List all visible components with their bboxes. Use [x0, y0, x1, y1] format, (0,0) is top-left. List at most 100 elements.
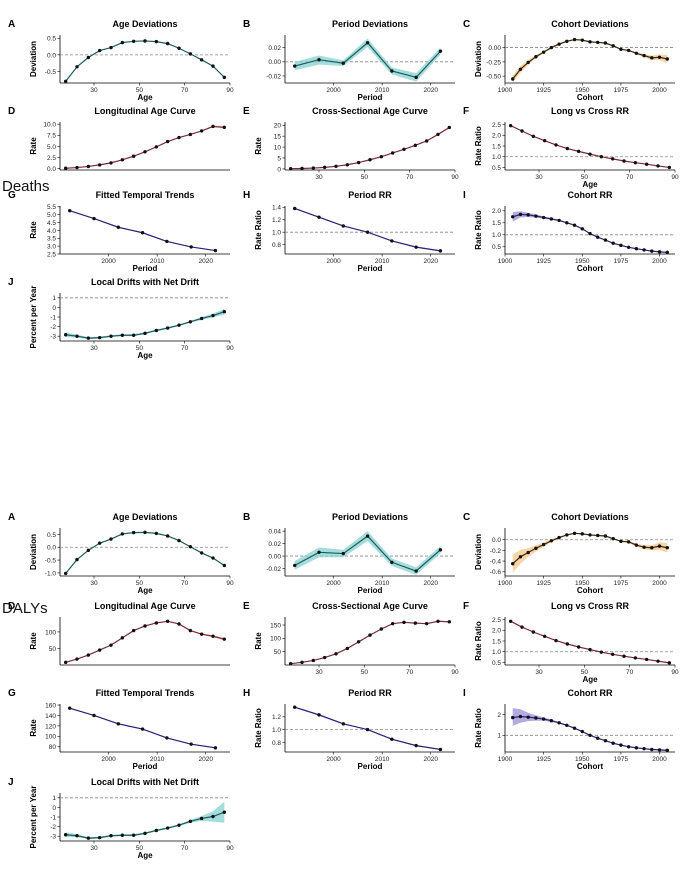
chart-dalys-h-y-tick-label: 0.8 — [272, 740, 281, 747]
chart-deaths-d-y-tick-label: 10.0 — [43, 122, 56, 129]
chart-dalys-b-title: Period Deviations — [332, 512, 408, 522]
chart-deaths-c-data-point — [518, 67, 523, 71]
chart-dalys-i-confidence-band — [512, 708, 668, 752]
chart-dalys-e-x-tick-label: 30 — [315, 669, 323, 676]
chart-dalys-e-data-point — [390, 621, 395, 626]
chart-dalys-c-data-point — [526, 550, 530, 555]
chart-dalys-i-data-point — [634, 746, 639, 750]
chart-dalys-a-data-point — [109, 537, 113, 541]
chart-deaths-f-data-point — [576, 149, 581, 154]
chart-dalys-e-x-tick-label: 70 — [406, 669, 414, 676]
chart-deaths-d-y-tick-label: 5.0 — [47, 144, 56, 151]
chart-dalys-f-data-point — [633, 656, 638, 660]
chart-deaths-i-x-tick-label: 1925 — [536, 258, 551, 265]
chart-dalys-f-y-tick-label: 2.5 — [492, 617, 501, 624]
chart-dalys-i-data-point — [541, 717, 546, 721]
chart-dalys-b-data-point — [414, 569, 418, 573]
chart-deaths-e-confidence-band — [290, 126, 450, 169]
chart-deaths-e-data-point — [436, 132, 440, 137]
chart-dalys-c-data-point — [511, 562, 515, 566]
chart-deaths-e-data-point — [288, 166, 293, 171]
chart-deaths-f-data-point — [531, 134, 536, 139]
chart-dalys-c-data-point — [611, 536, 615, 541]
chart-dalys-h-data-point — [390, 737, 394, 741]
chart-deaths-a-data-point — [143, 39, 147, 43]
chart-dalys-d-data-point — [154, 621, 159, 625]
chart-dalys-b-data-point — [293, 563, 297, 568]
chart-deaths-i-data-point — [511, 215, 515, 219]
chart-deaths-c-x-tick-label: 2000 — [652, 87, 667, 94]
chart-deaths-i-x-tick-label: 1975 — [614, 258, 629, 265]
chart-deaths-g-panel-letter: G — [8, 190, 16, 201]
chart-deaths-j-x-tick-label: 30 — [90, 345, 98, 352]
chart-dalys-a-x-tick-label: 50 — [136, 580, 144, 587]
chart-dalys-c-y-tick-label: 0.0 — [492, 537, 501, 544]
chart-dalys-f-x-tick-label: 70 — [626, 669, 634, 676]
chart-deaths-h-data-point — [317, 215, 321, 219]
chart-deaths-c-data-point — [511, 77, 515, 81]
chart-dalys-i-title: Cohort RR — [568, 688, 613, 698]
chart-dalys-g-x-tick-label: 2010 — [150, 756, 165, 763]
chart-deaths-d-data-point — [188, 132, 193, 137]
chart-deaths-i-data-point — [657, 250, 662, 254]
chart-deaths-d-data-point — [86, 164, 91, 169]
chart-deaths-i-x-tick-label: 1900 — [498, 258, 513, 265]
chart-dalys-i-series-line — [512, 715, 668, 751]
chart-dalys-i-data-point — [511, 715, 515, 720]
chart-dalys-c-title: Cohort Deviations — [551, 512, 629, 522]
chart-dalys-d: D Longitudinal Age Curve 50 100 Rate — [8, 601, 230, 666]
chart-dalys-f-data-point — [542, 634, 547, 638]
chart-dalys-e-y-tick-label: 50 — [274, 649, 282, 656]
chart-dalys-i-x-tick-label: 1975 — [614, 756, 629, 763]
chart-deaths-e-x-tick-label: 50 — [361, 174, 369, 181]
chart-deaths-i-y-label: Rate Ratio — [474, 210, 483, 250]
chart-dalys-c-data-point — [588, 533, 592, 537]
chart-dalys-i-data-point — [572, 726, 577, 730]
chart-deaths-j-x-tick-label: 50 — [136, 345, 144, 352]
chart-dalys-b-y-tick-label: 0.02 — [268, 541, 281, 548]
chart-dalys-f-y-label: Rate Ratio — [474, 621, 483, 661]
chart-dalys-f-data-point — [565, 642, 570, 646]
chart-deaths-f-data-point — [520, 129, 524, 133]
chart-dalys-i-y-tick-label: 1 — [497, 733, 501, 740]
chart-dalys-b-y-tick-label: 0.00 — [268, 553, 281, 560]
chart-dalys-g-y-tick-label: 120 — [45, 723, 56, 730]
chart-deaths-d-y-tick-label: 7.5 — [47, 133, 56, 140]
chart-deaths-c-data-point — [611, 44, 615, 48]
chart-deaths-e-data-point — [447, 125, 452, 130]
chart-deaths-c-data-point — [588, 40, 592, 44]
chart-deaths-j-y-tick-label: -2 — [50, 324, 56, 331]
chart-deaths-f-y-label: Rate Ratio — [474, 126, 483, 166]
chart-deaths-a-x-tick-label: 70 — [181, 87, 189, 94]
chart-dalys-c-x-tick-label: 1925 — [536, 580, 551, 587]
chart-deaths-e-x-tick-label: 30 — [315, 174, 323, 181]
chart-deaths-e-x-tick-label: 70 — [406, 174, 414, 181]
chart-dalys-a-data-point — [211, 556, 215, 560]
chart-deaths-j-data-point — [199, 316, 204, 321]
chart-dalys-j-y-label: Percent per Year — [29, 785, 38, 848]
chart-dalys-i-data-point — [526, 715, 530, 719]
chart-deaths-i-y-tick-label: 1.0 — [492, 232, 501, 239]
chart-deaths-a-series-line — [65, 40, 225, 82]
chart-dalys-e-data-point — [413, 621, 418, 625]
chart-deaths-c-y-tick-label: -0.50 — [486, 74, 501, 81]
chart-deaths-h-data-point — [365, 230, 370, 234]
chart-dalys-c-data-point — [626, 540, 631, 544]
chart-deaths-c-data-point — [580, 38, 584, 42]
chart-dalys-e: E Cross-Sectional Age Curve 50 100 150 30 50 70… — [243, 601, 459, 676]
chart-deaths-e-y-tick-label: 5 — [277, 155, 281, 162]
chart-dalys-c-data-point — [642, 545, 646, 549]
chart-dalys-c-data-point — [565, 533, 569, 537]
chart-dalys-i-data-point — [588, 733, 592, 738]
chart-dalys-a-panel-letter: A — [8, 512, 15, 523]
chart-dalys-j-x-tick-label: 50 — [136, 845, 144, 852]
chart-deaths-i-data-point — [541, 215, 546, 220]
chart-dalys-j-data-point — [75, 834, 79, 838]
chart-dalys-e-data-point — [345, 646, 350, 651]
chart-dalys-a-data-point — [75, 557, 79, 562]
chart-dalys-b-data-point — [341, 551, 345, 556]
chart-deaths-c-data-point — [603, 41, 608, 45]
chart-deaths-c-data-point — [657, 55, 662, 59]
chart-deaths-i-data-point — [642, 248, 646, 252]
chart-dalys-e-data-point — [311, 658, 316, 663]
